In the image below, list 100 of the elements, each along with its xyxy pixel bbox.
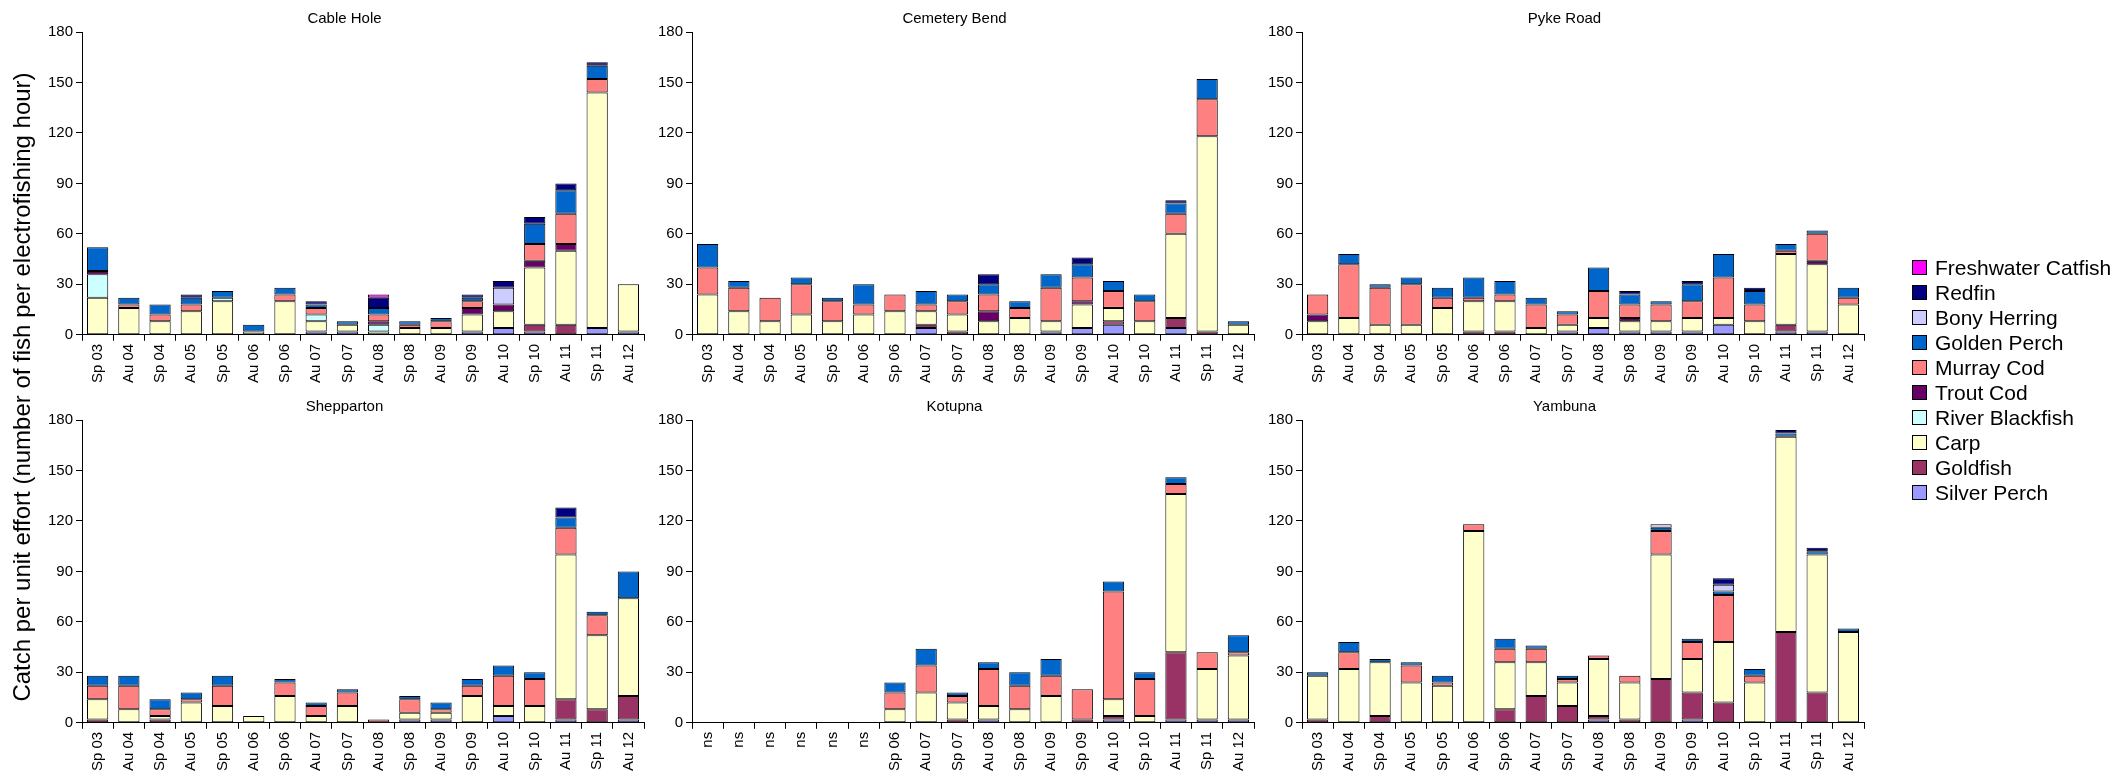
x-tick-label: Sp 06 [1495, 731, 1513, 771]
x-tick-label: Au 06 [1463, 731, 1481, 771]
x-tick-label: Au 06 [243, 343, 261, 383]
x-tick-label: Sp 04 [150, 343, 168, 383]
x-tick-label: Sp 07 [1557, 343, 1575, 383]
y-tick-label: 120 [48, 511, 74, 529]
x-tick-label: Sp 10 [1744, 343, 1762, 383]
x-tick-label: Sp 09 [1072, 731, 1090, 771]
x-tick-label: Sp 05 [822, 343, 840, 383]
x-tick-label: Au 07 [306, 343, 324, 383]
x-tick-label: Sp 10 [1744, 731, 1762, 771]
x-tick-label: Au 07 [306, 731, 324, 771]
x-tick-label: Sp 11 [1807, 343, 1825, 382]
x-tick-label: Sp 08 [399, 343, 417, 383]
x-tick-label: Au 10 [1103, 343, 1121, 383]
y-tick-label: 120 [658, 123, 684, 141]
x-tick-label: Au 10 [1103, 731, 1121, 771]
x-tick-label: Sp 08 [1619, 343, 1637, 383]
x-tick-label: Sp 06 [885, 343, 903, 383]
x-tick-label: Au 09 [1041, 731, 1059, 771]
x-tick-label: Sp 09 [1682, 731, 1700, 771]
x-tick-label: Au 08 [978, 343, 996, 383]
y-tick-label: 60 [1276, 612, 1294, 630]
y-tick-label: 180 [48, 410, 74, 428]
x-tick-label: Sp 07 [947, 731, 965, 771]
chart-title: Cable Hole [307, 9, 382, 27]
x-tick-label: Au 12 [1228, 343, 1246, 383]
x-tick-label: Sp 05 [1432, 343, 1450, 383]
x-tick-label: Sp 04 [1370, 731, 1388, 771]
chart-title: Cemetery Bend [902, 9, 1007, 27]
chart-title: Yambuna [1532, 397, 1597, 415]
x-tick-label: Au 05 [791, 343, 809, 383]
y-tick-label: 150 [1268, 460, 1294, 478]
chart-title: Shepparton [305, 397, 384, 415]
x-tick-label: Au 10 [493, 343, 511, 383]
y-tick-label: 0 [64, 712, 74, 730]
x-tick-label: Sp 08 [1009, 343, 1027, 383]
legend-label: Carp [1935, 430, 1981, 455]
legend-label: Goldfish [1935, 455, 2013, 480]
chart-title: Kotupna [926, 397, 984, 415]
legend-label: Trout Cod [1935, 380, 2028, 405]
x-tick-label: Au 09 [431, 731, 449, 771]
x-tick-label: Au 11 [1776, 731, 1794, 770]
y-tick-label: 180 [1268, 410, 1294, 428]
y-tick-label: 150 [1268, 72, 1294, 90]
y-tick-label: 120 [1268, 123, 1294, 141]
x-tick-label: Au 11 [1166, 343, 1184, 382]
y-tick-label: 0 [1284, 712, 1294, 730]
x-tick-label: Au 05 [1401, 731, 1419, 771]
chart-title: Pyke Road [1527, 9, 1602, 27]
x-tick-label: Sp 08 [399, 731, 417, 771]
legend-label: Bony Herring [1935, 305, 2058, 330]
x-tick-label: Sp 06 [275, 731, 293, 771]
y-tick-label: 60 [666, 224, 684, 242]
x-tick-label: Sp 03 [697, 343, 715, 383]
x-tick-label: Au 12 [1838, 343, 1856, 383]
x-tick-label: Au 12 [1228, 731, 1246, 771]
x-tick-label: Sp 04 [150, 731, 168, 771]
y-tick-label: 60 [666, 612, 684, 630]
x-tick-label: Au 09 [431, 343, 449, 383]
x-tick-label: Au 05 [181, 731, 199, 771]
y-tick-label: 0 [674, 324, 684, 342]
x-tick-label: Au 07 [916, 731, 934, 771]
x-tick-label: Au 06 [853, 343, 871, 383]
x-tick-label: Sp 11 [587, 731, 605, 770]
x-tick-label: Sp 11 [1807, 731, 1825, 770]
x-tick-label: Sp 07 [1557, 731, 1575, 771]
y-tick-label: 120 [48, 123, 74, 141]
x-tick-label: Sp 03 [1307, 343, 1325, 383]
x-tick-label: ns [760, 731, 778, 748]
y-tick-label: 30 [666, 274, 684, 292]
x-tick-label: Sp 10 [524, 343, 542, 383]
y-tick-label: 60 [56, 224, 74, 242]
x-tick-label: Au 05 [181, 343, 199, 383]
y-tick-label: 180 [48, 22, 74, 40]
x-tick-label: Sp 11 [1197, 731, 1215, 770]
x-tick-label: Sp 09 [462, 731, 480, 771]
x-tick-label: ns [729, 731, 746, 748]
y-tick-label: 150 [48, 72, 74, 90]
legend-label: Redfin [1935, 280, 1996, 305]
x-tick-label: Sp 07 [337, 343, 355, 383]
x-tick-label: Sp 03 [87, 731, 105, 771]
y-tick-label: 120 [1268, 511, 1294, 529]
x-tick-label: Au 09 [1651, 343, 1669, 383]
y-tick-label: 90 [56, 173, 74, 191]
x-tick-label: Sp 10 [1134, 731, 1152, 771]
x-tick-label: Au 08 [978, 731, 996, 771]
x-tick-label: Sp 03 [1307, 731, 1325, 771]
x-tick-label: Sp 10 [1134, 343, 1152, 383]
x-tick-label: ns [822, 731, 840, 748]
y-tick-label: 30 [1276, 662, 1294, 680]
x-tick-label: Sp 06 [1495, 343, 1513, 383]
x-tick-label: Sp 03 [87, 343, 105, 383]
y-tick-label: 90 [666, 173, 684, 191]
x-tick-label: Au 07 [1526, 731, 1544, 771]
y-tick-label: 60 [1276, 224, 1294, 242]
x-tick-label: Au 04 [729, 343, 746, 383]
y-tick-label: 0 [1284, 324, 1294, 342]
y-tick-label: 90 [666, 561, 684, 579]
y-tick-label: 30 [56, 662, 74, 680]
